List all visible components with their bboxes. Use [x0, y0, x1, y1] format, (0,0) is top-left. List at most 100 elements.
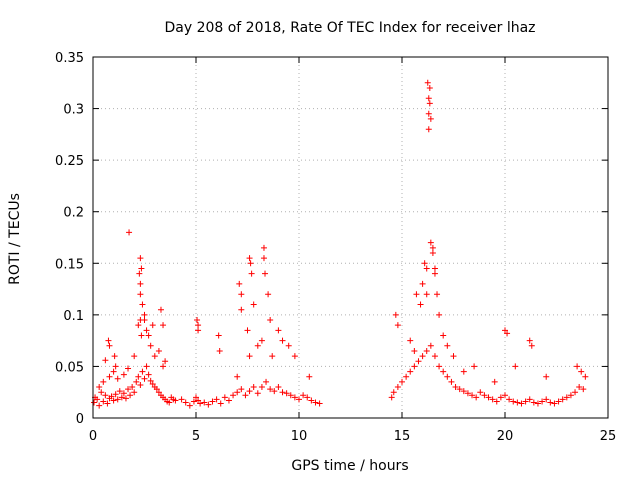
data-point — [279, 389, 286, 396]
data-points — [91, 79, 589, 409]
data-point — [421, 260, 428, 267]
data-point — [137, 381, 144, 388]
data-point — [145, 332, 152, 339]
data-point — [213, 396, 220, 403]
data-point — [464, 390, 471, 397]
data-point — [425, 95, 432, 102]
data-point — [574, 363, 581, 370]
data-point — [473, 394, 480, 401]
data-point — [267, 317, 274, 324]
data-point — [217, 400, 224, 407]
data-point — [122, 395, 129, 402]
data-point — [137, 255, 144, 262]
data-point — [578, 368, 585, 375]
data-point — [105, 337, 112, 344]
data-point — [135, 322, 142, 329]
data-point — [444, 373, 451, 380]
data-point — [411, 363, 418, 370]
data-point — [275, 327, 282, 334]
data-point — [497, 394, 504, 401]
data-point — [269, 353, 276, 360]
data-point — [551, 400, 558, 407]
data-point — [221, 394, 228, 401]
data-point — [431, 265, 438, 272]
data-point — [190, 398, 197, 405]
data-point — [423, 347, 430, 354]
data-point — [197, 400, 204, 407]
data-point — [160, 363, 167, 370]
data-point — [131, 389, 138, 396]
data-point — [143, 327, 150, 334]
data-point — [248, 270, 255, 277]
data-point — [238, 306, 245, 313]
data-point — [114, 375, 121, 382]
data-point — [413, 291, 420, 298]
data-point — [129, 384, 136, 391]
data-point — [216, 347, 223, 354]
data-point — [258, 337, 265, 344]
data-point — [291, 353, 298, 360]
data-point — [195, 397, 202, 404]
x-tick-label: 10 — [291, 429, 308, 444]
data-point — [316, 400, 323, 407]
data-point — [133, 378, 140, 385]
data-point — [477, 389, 484, 396]
data-point — [242, 392, 249, 399]
data-point — [126, 229, 133, 236]
data-point — [258, 384, 265, 391]
data-point — [547, 399, 554, 406]
data-point — [448, 378, 455, 385]
data-point — [195, 322, 202, 329]
data-point — [186, 402, 193, 409]
x-tick-label: 15 — [394, 429, 411, 444]
data-point — [215, 332, 222, 339]
data-point — [419, 353, 426, 360]
data-point — [485, 394, 492, 401]
data-point — [563, 394, 570, 401]
data-point — [100, 398, 107, 405]
data-point — [178, 396, 185, 403]
y-tick-label: 0.3 — [63, 103, 84, 118]
data-point — [91, 399, 98, 406]
data-point — [260, 255, 267, 262]
y-tick-label: 0.1 — [63, 309, 84, 324]
data-point — [166, 399, 173, 406]
data-point — [440, 332, 447, 339]
data-point — [125, 365, 132, 372]
data-point — [172, 397, 179, 404]
data-point — [246, 353, 253, 360]
data-point — [296, 396, 302, 403]
data-point — [399, 378, 405, 385]
data-point — [436, 311, 443, 318]
data-point — [141, 311, 148, 318]
data-point — [512, 363, 519, 370]
data-point — [230, 392, 237, 399]
data-point — [141, 317, 148, 324]
y-axis-label: ROTI / TECUs — [7, 193, 23, 285]
data-point — [450, 353, 457, 360]
data-point — [312, 399, 319, 406]
data-point — [436, 363, 443, 370]
data-point — [244, 327, 251, 334]
data-point — [491, 378, 498, 385]
data-point — [429, 244, 436, 251]
y-tick-label: 0.2 — [63, 206, 84, 221]
data-point — [131, 353, 138, 360]
data-point — [426, 84, 433, 91]
data-point — [308, 397, 315, 404]
data-point — [145, 371, 152, 378]
data-point — [543, 396, 550, 403]
data-point — [193, 394, 199, 401]
data-point — [96, 384, 103, 391]
x-tick-label: 25 — [600, 429, 617, 444]
data-point — [469, 392, 476, 399]
data-point — [234, 373, 241, 380]
y-tick-label: 0.15 — [55, 257, 84, 272]
x-tick-label: 20 — [497, 429, 514, 444]
data-point — [423, 291, 430, 298]
data-point — [440, 368, 447, 375]
data-point — [460, 388, 467, 395]
y-tick-label: 0.25 — [55, 154, 84, 169]
data-point — [254, 342, 261, 349]
data-point — [155, 347, 162, 354]
